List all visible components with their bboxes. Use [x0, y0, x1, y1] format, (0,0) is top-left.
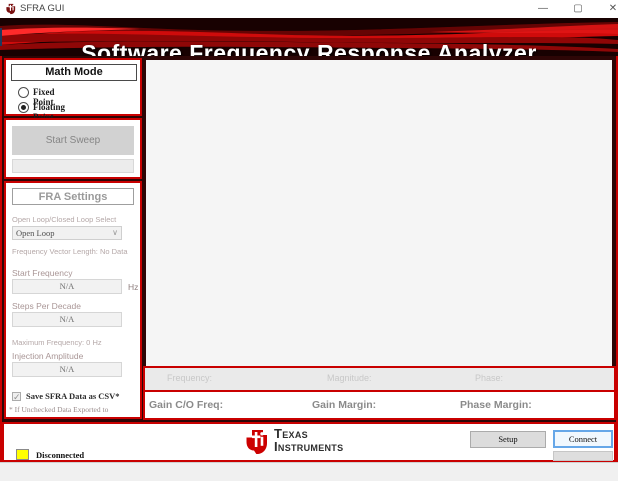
connect-status-field	[553, 451, 613, 461]
steps-per-decade-input[interactable]: N/A	[12, 312, 122, 327]
math-mode-panel: Math Mode Fixed Point Floating Point	[4, 58, 142, 122]
math-mode-title: Math Mode	[11, 64, 137, 81]
ti-logo-line1: Texas	[274, 426, 308, 441]
fra-settings-panel: FRA Settings Open Loop/Closed Loop Selec…	[4, 181, 142, 419]
connection-led-indicator	[16, 449, 29, 460]
gain-margin-label: Gain Margin:	[312, 399, 377, 411]
max-frequency-label: Maximum Frequency: 0 Hz	[12, 338, 102, 347]
app-heading: Software Frequency Response Analyzer	[81, 40, 537, 56]
freq-vector-label: Frequency Vector Length: No Data	[12, 247, 128, 256]
connect-button[interactable]: Connect	[553, 430, 613, 448]
close-button[interactable]: ✕	[608, 3, 618, 14]
margins-row: Gain C/O Freq: Gain Margin: Phase Margin…	[143, 390, 616, 420]
maximize-button[interactable]: ▢	[573, 3, 583, 14]
radio-floating-point-circle[interactable]	[18, 102, 29, 113]
setup-button[interactable]: Setup	[470, 431, 546, 448]
start-sweep-button[interactable]: Start Sweep	[12, 126, 134, 155]
loop-select-label: Open Loop/Closed Loop Select	[12, 215, 117, 224]
csv-note: * If Unchecked Data Exported to	[9, 405, 109, 414]
window-bottom-margin	[0, 462, 618, 481]
readout-frequency-label: Frequency:	[167, 373, 213, 383]
chevron-down-icon: ∨	[112, 228, 118, 237]
injection-amplitude-label: Injection Amplitude	[12, 351, 84, 361]
start-frequency-unit: Hz	[128, 282, 139, 292]
save-csv-label: Save SFRA Data as CSV*	[26, 391, 120, 401]
banner-swoosh-graphic	[0, 18, 618, 56]
start-frequency-input[interactable]: N/A	[12, 279, 122, 294]
loop-select-dropdown[interactable]: Open Loop ∨	[12, 226, 122, 240]
readout-magnitude-label: Magnitude:	[327, 373, 372, 383]
readout-phase-label: Phase:	[475, 373, 504, 383]
start-frequency-label: Start Frequency	[12, 268, 73, 278]
cursor-readout-row: Frequency: Magnitude: Phase:	[143, 366, 616, 392]
steps-per-decade-label: Steps Per Decade	[12, 301, 81, 311]
phase-margin-label: Phase Margin:	[460, 399, 532, 411]
gain-co-freq-label: Gain C/O Freq:	[149, 399, 224, 411]
footer-bar: Texas Instruments Setup Connect Disconne…	[2, 422, 616, 462]
sweep-panel: Start Sweep	[4, 118, 142, 179]
minimize-button[interactable]: —	[538, 3, 548, 14]
loop-select-value: Open Loop	[16, 228, 55, 238]
fra-settings-title: FRA Settings	[12, 188, 134, 205]
banner: Software Frequency Response Analyzer	[0, 18, 618, 56]
window-title: SFRA GUI	[20, 3, 65, 14]
ti-logo-icon	[246, 430, 267, 454]
ti-logo-line2: Instruments	[274, 439, 344, 454]
sweep-progress-field	[12, 159, 134, 173]
check-icon: ✓	[13, 392, 21, 402]
radio-fixed-point-circle[interactable]	[18, 87, 29, 98]
injection-amplitude-input[interactable]: N/A	[12, 362, 122, 377]
radio-fixed-point-label: Fixed Point	[33, 87, 55, 107]
save-csv-checkbox[interactable]: ✓	[12, 392, 21, 402]
title-bar: SFRA GUI — ▢ ✕	[0, 0, 618, 18]
app-icon	[6, 3, 16, 15]
radio-floating-point-label: Floating Point	[33, 102, 66, 122]
ti-logo-text: Texas Instruments	[274, 427, 343, 453]
bode-plot-area	[146, 60, 612, 366]
connection-status-text: Disconnected	[36, 450, 85, 460]
